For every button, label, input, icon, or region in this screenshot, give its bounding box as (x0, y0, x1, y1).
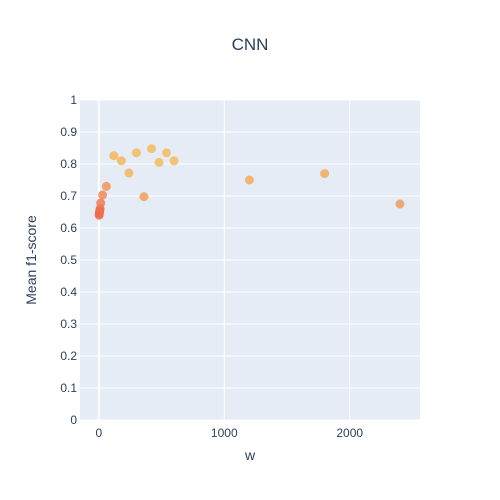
chart-title: CNN (232, 35, 269, 54)
grid-layer (80, 99, 420, 421)
x-tick-label: 1000 (211, 426, 238, 440)
x-axis-title: w (244, 447, 256, 463)
data-point (139, 192, 149, 202)
data-point (395, 199, 405, 209)
y-tick-label: 0.9 (60, 125, 77, 139)
data-point (96, 198, 106, 208)
data-point (169, 156, 179, 166)
data-point (116, 156, 126, 166)
data-point (109, 151, 119, 161)
data-point (124, 168, 134, 178)
y-tick-label: 0.7 (60, 189, 77, 203)
y-tick-label: 1 (70, 93, 77, 107)
data-point (154, 157, 164, 167)
y-tick-label: 0.1 (60, 381, 77, 395)
data-point (147, 144, 157, 154)
data-point (101, 181, 111, 191)
data-point (244, 175, 254, 185)
data-point (162, 148, 172, 158)
y-tick-label: 0.2 (60, 349, 77, 363)
data-point (98, 190, 108, 200)
tick-layer: 0 0.1 0.2 0.3 0.4 0.5 0.6 0.7 0.8 0.9 1 0 1000 2000 (60, 93, 363, 440)
y-axis-title: Mean f1-score (23, 215, 39, 305)
y-tick-label: 0.5 (60, 253, 77, 267)
data-point (131, 148, 141, 158)
y-tick-label: 0.4 (60, 285, 77, 299)
y-tick-label: 0.3 (60, 317, 77, 331)
y-tick-label: 0.6 (60, 221, 77, 235)
y-tick-label: 0 (70, 413, 77, 427)
x-tick-label: 0 (95, 426, 102, 440)
y-tick-label: 0.8 (60, 157, 77, 171)
data-point (320, 169, 330, 179)
x-tick-label: 2000 (336, 426, 363, 440)
point-layer (94, 144, 405, 220)
